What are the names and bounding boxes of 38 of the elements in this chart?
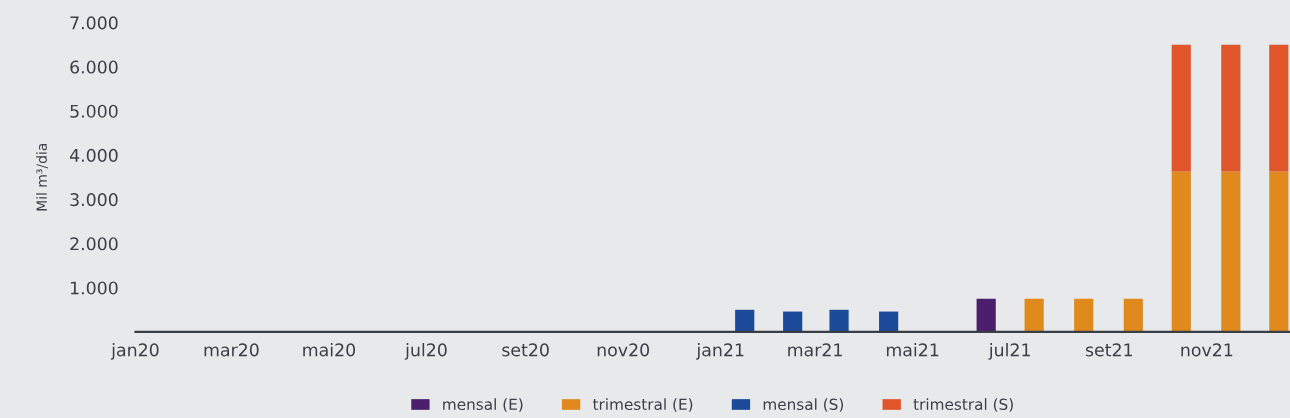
bar [1221,171,1241,332]
legend-label: trimestral (S) [913,398,1013,412]
y-tick-label: 7.000 [70,16,118,30]
bar [1221,44,1241,172]
x-tick-label: nov20 [597,343,650,357]
bar [879,311,899,332]
bar [829,309,849,332]
bar [783,311,803,332]
bar [735,309,755,332]
x-tick-label: mar21 [788,343,842,357]
x-tick-label: jan21 [696,343,744,360]
x-tick-label: mai21 [886,343,939,357]
legend-label: mensal (E) [443,398,523,412]
y-tick-label: 2.000 [70,237,118,251]
x-tick-label: nov21 [1181,343,1233,357]
y-tick-label: 1.000 [70,281,118,295]
bar [1024,298,1044,332]
bar [1171,171,1191,332]
y-tick-label: 5.000 [70,104,118,118]
bar [1074,298,1094,332]
legend-label: mensal (S) [763,398,844,412]
y-tick-label: 6.000 [70,60,118,74]
bar [1269,171,1289,332]
x-tick-label: jul20 [404,343,447,360]
y-axis-title: Mil m³/dia [36,143,49,211]
x-tick-label: jul21 [988,343,1030,360]
x-tick-label: mar20 [204,343,259,357]
bar [1171,44,1191,172]
bar [1123,298,1143,332]
bar [976,298,996,332]
x-tick-label: mai20 [303,343,356,357]
x-tick-label: set20 [502,343,549,357]
y-tick-label: 4.000 [69,148,118,162]
legend-label: trimestral (E) [592,398,693,412]
x-tick-label: jan20 [110,343,159,360]
x-tick-label: set21 [1085,343,1133,357]
y-tick-label: 3.000 [70,193,118,207]
bar [1269,44,1289,172]
